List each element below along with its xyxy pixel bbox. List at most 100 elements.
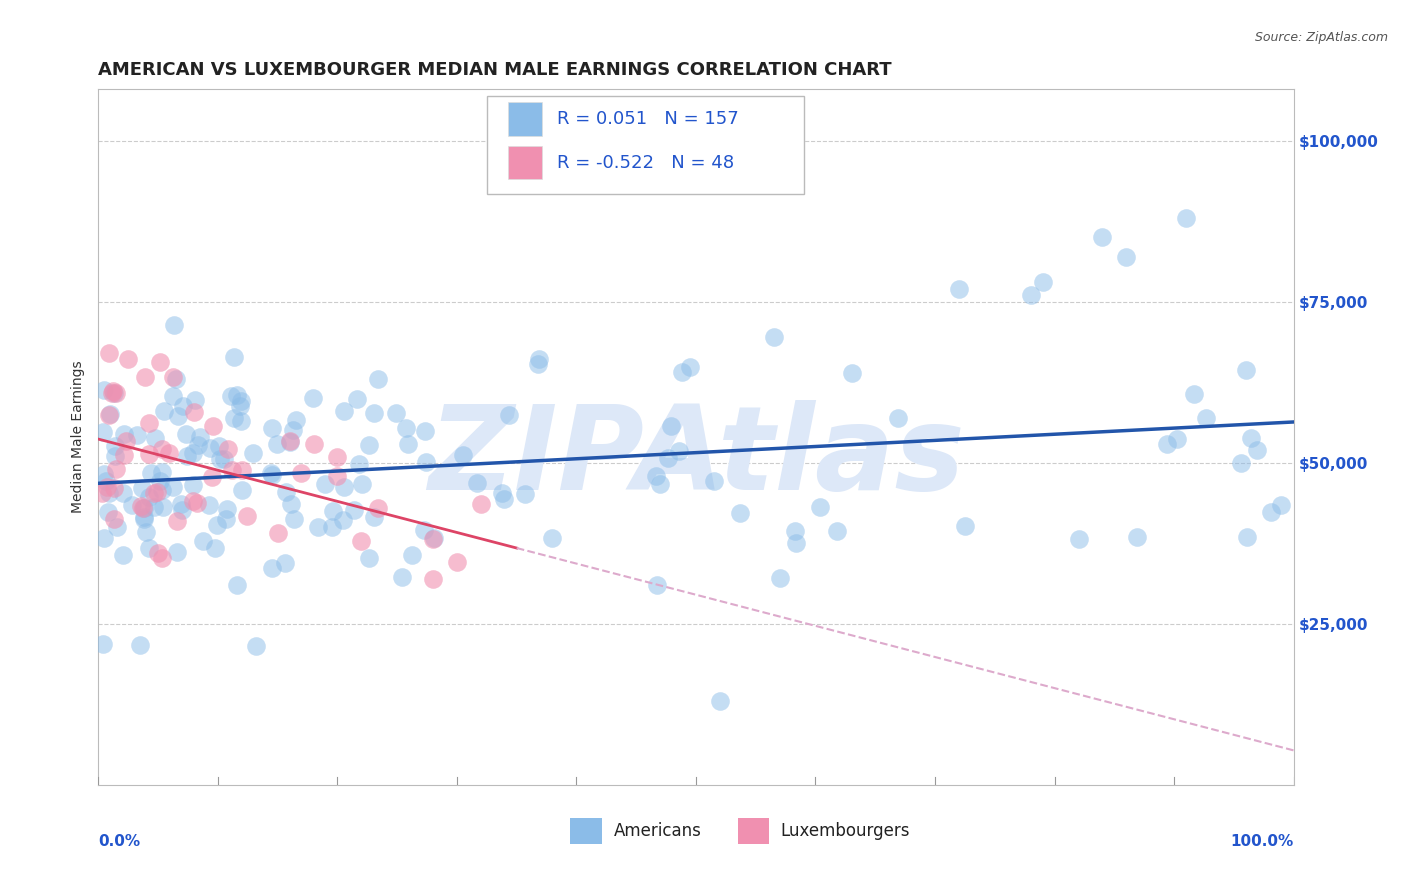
- Point: [491, 486, 513, 500]
- Point: [188, 430, 211, 444]
- Point: [527, 357, 550, 371]
- Point: [98, 408, 121, 422]
- Point: [111, 486, 134, 500]
- Point: [278, 434, 301, 449]
- Point: [415, 425, 437, 439]
- Point: [1195, 411, 1218, 425]
- Point: [150, 483, 173, 497]
- Point: [467, 475, 489, 490]
- Point: [322, 504, 344, 518]
- Point: [423, 532, 446, 546]
- Text: R = -0.522   N = 48: R = -0.522 N = 48: [557, 153, 734, 171]
- Point: [162, 481, 184, 495]
- Point: [235, 508, 257, 523]
- Point: [150, 442, 173, 456]
- Point: [359, 550, 381, 565]
- Point: [103, 481, 125, 495]
- Point: [367, 372, 389, 386]
- Point: [446, 555, 468, 569]
- Point: [540, 531, 562, 545]
- Point: [1069, 532, 1091, 546]
- Point: [104, 439, 127, 453]
- Point: [103, 512, 125, 526]
- Point: [134, 501, 156, 516]
- Point: [703, 475, 725, 489]
- Point: [385, 405, 408, 419]
- Point: [401, 548, 423, 562]
- Point: [645, 469, 668, 483]
- Point: [90, 486, 112, 500]
- Point: [302, 437, 325, 451]
- Point: [226, 578, 249, 592]
- Point: [314, 476, 336, 491]
- Point: [132, 512, 155, 526]
- Point: [657, 450, 679, 465]
- Text: 0.0%: 0.0%: [98, 834, 141, 848]
- Point: [367, 500, 389, 515]
- Point: [887, 411, 910, 425]
- Point: [1260, 505, 1282, 519]
- Point: [728, 506, 751, 520]
- Point: [422, 532, 444, 546]
- Point: [363, 509, 385, 524]
- FancyBboxPatch shape: [509, 145, 541, 179]
- Point: [152, 500, 174, 514]
- Text: AMERICAN VS LUXEMBOURGER MEDIAN MALE EARNINGS CORRELATION CHART: AMERICAN VS LUXEMBOURGER MEDIAN MALE EAR…: [98, 62, 891, 79]
- Point: [659, 419, 682, 434]
- Point: [131, 481, 153, 495]
- Point: [132, 500, 155, 515]
- Point: [219, 390, 242, 404]
- Point: [229, 393, 252, 408]
- Point: [167, 409, 190, 423]
- Point: [208, 439, 231, 453]
- Point: [209, 451, 232, 466]
- Point: [91, 425, 114, 439]
- Point: [191, 533, 214, 548]
- FancyBboxPatch shape: [571, 818, 602, 844]
- Point: [215, 511, 238, 525]
- Point: [1234, 363, 1257, 377]
- Point: [157, 446, 180, 460]
- Point: [785, 535, 807, 549]
- Point: [415, 455, 437, 469]
- Point: [162, 370, 184, 384]
- FancyBboxPatch shape: [738, 818, 769, 844]
- Point: [350, 533, 373, 548]
- Point: [513, 487, 536, 501]
- Point: [117, 352, 139, 367]
- Point: [134, 524, 156, 539]
- Point: [321, 520, 343, 534]
- Point: [763, 330, 786, 344]
- Point: [1032, 276, 1054, 290]
- Point: [422, 572, 444, 586]
- Text: Americans: Americans: [613, 822, 702, 840]
- Point: [783, 524, 806, 539]
- Point: [222, 350, 245, 364]
- Point: [229, 414, 252, 428]
- Point: [153, 403, 176, 417]
- Text: R = 0.051   N = 157: R = 0.051 N = 157: [557, 110, 740, 128]
- Point: [1246, 443, 1268, 458]
- Point: [280, 434, 302, 449]
- Point: [181, 493, 204, 508]
- Point: [231, 463, 253, 477]
- Point: [150, 466, 173, 480]
- Point: [1166, 432, 1188, 446]
- Point: [391, 570, 413, 584]
- Point: [97, 486, 120, 500]
- Point: [186, 496, 208, 510]
- Point: [143, 500, 166, 514]
- Point: [326, 450, 349, 464]
- Point: [138, 416, 160, 430]
- Point: [139, 466, 162, 480]
- Point: [242, 446, 264, 460]
- Point: [266, 437, 288, 451]
- Point: [262, 420, 284, 434]
- Point: [825, 524, 848, 539]
- Point: [174, 427, 197, 442]
- Point: [1175, 211, 1198, 225]
- Point: [181, 478, 204, 492]
- Point: [217, 501, 239, 516]
- Point: [214, 451, 236, 466]
- Point: [1240, 431, 1263, 445]
